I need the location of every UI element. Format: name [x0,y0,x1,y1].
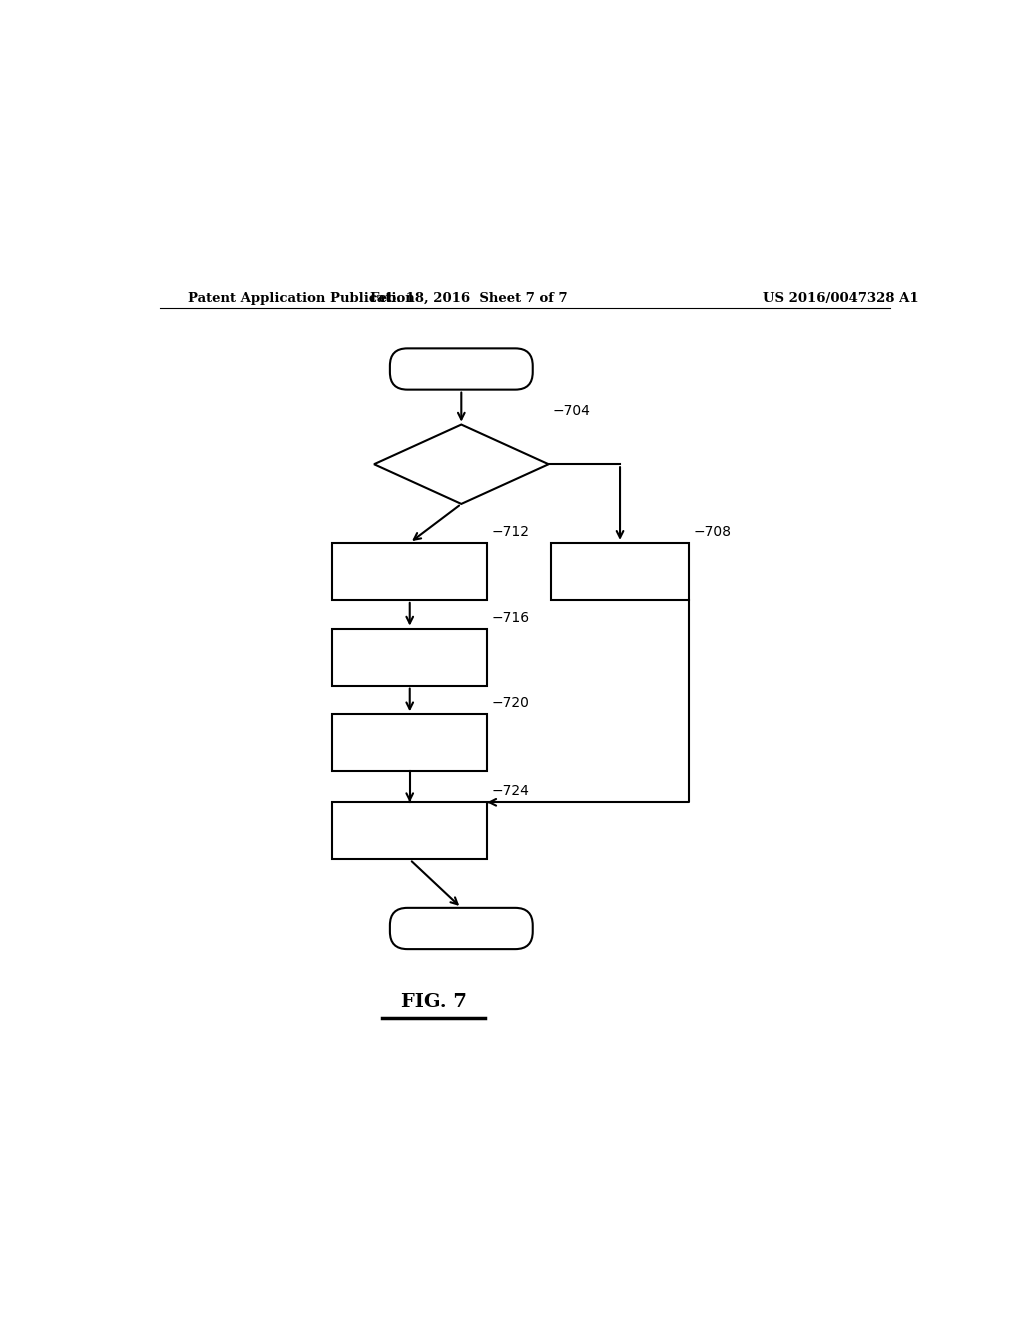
Text: −712: −712 [492,525,529,539]
FancyBboxPatch shape [390,348,532,389]
Bar [333,628,487,685]
Polygon shape [374,425,549,504]
Text: −720: −720 [492,696,529,710]
Text: Feb. 18, 2016  Sheet 7 of 7: Feb. 18, 2016 Sheet 7 of 7 [371,292,568,305]
Bar [333,543,487,599]
Bar [333,714,487,771]
Text: −716: −716 [492,611,529,624]
Bar [551,543,689,599]
Text: −724: −724 [492,784,529,799]
Text: US 2016/0047328 A1: US 2016/0047328 A1 [763,292,919,305]
Text: FIG. 7: FIG. 7 [400,993,467,1011]
Text: −708: −708 [693,525,731,539]
Bar [333,803,487,859]
Text: Patent Application Publication: Patent Application Publication [187,292,415,305]
FancyBboxPatch shape [390,908,532,949]
Text: −704: −704 [553,404,591,418]
